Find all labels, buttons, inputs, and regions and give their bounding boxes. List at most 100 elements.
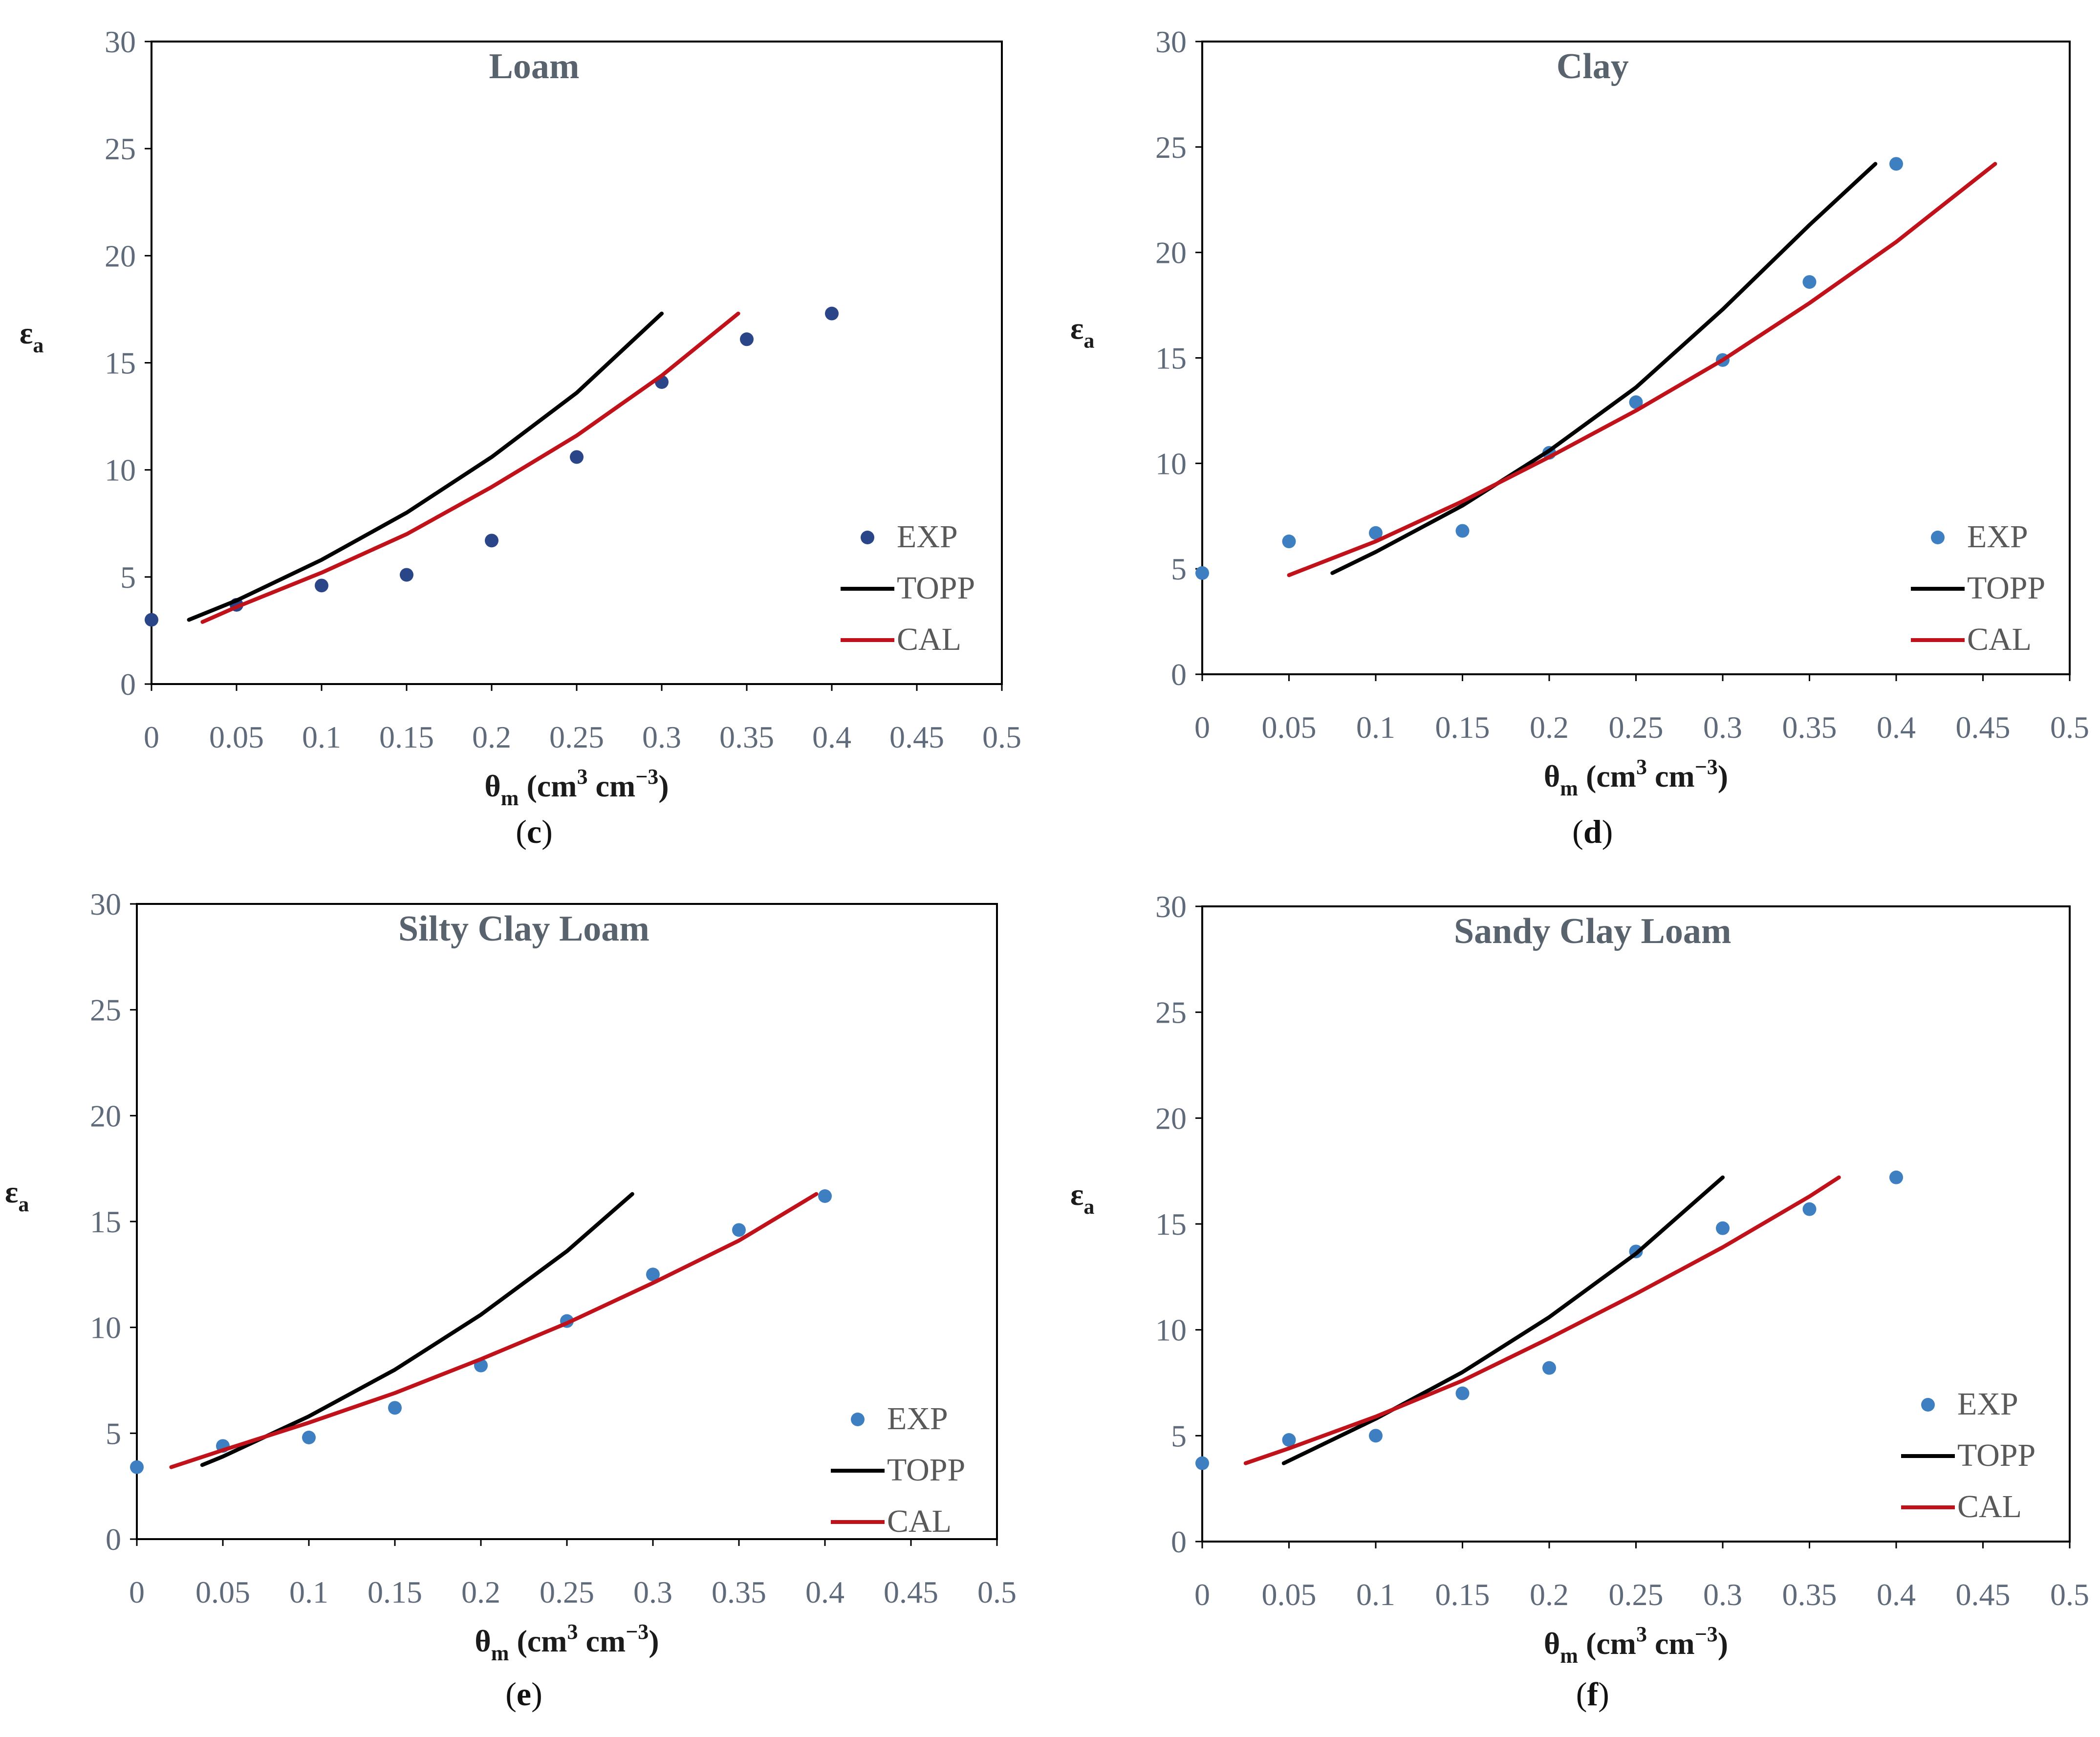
panel-f-xtick-label: 0.1	[1356, 1577, 1395, 1612]
panel-f-xtick-label: 0.35	[1782, 1577, 1837, 1612]
panel-c-xlabel-sub: m	[501, 786, 519, 810]
panel-c-xtick-label: 0.15	[379, 720, 434, 754]
panel-f-series-exp-point	[1542, 1361, 1556, 1375]
panel-f-legend-label-topp: TOPP	[1957, 1437, 2035, 1473]
panel-c-series-exp-point	[315, 579, 328, 593]
panel-d-ytick-label: 10	[1155, 446, 1187, 481]
panel-e-xtick-label: 0	[129, 1575, 145, 1609]
panel-e-xlabel-mid: cm	[578, 1624, 626, 1658]
panel-c-ytick-label: 25	[105, 131, 136, 166]
panel-e-xlabel-sub: m	[491, 1641, 509, 1665]
panel-e: 0 5 10 15 20 25 30 0 0.05 0.1 0.15 0.2 0.25 0.3 0.35 0.…	[5, 887, 1017, 1713]
panel-c-xtick-label: 0.2	[472, 720, 511, 754]
panel-c-xtick-label: 0.3	[642, 720, 681, 754]
panel-f-ytick-label: 0	[1171, 1524, 1187, 1559]
panel-d-xtick-label: 0.2	[1530, 710, 1569, 745]
panel-f-ytick-label: 5	[1171, 1418, 1187, 1453]
panel-d-xlabel-units: (cm	[1578, 759, 1636, 793]
panel-c-xtick-label: 0.35	[719, 720, 774, 754]
panel-f-series-cal-line	[1243, 1175, 1841, 1465]
panel-c-xlabel-sup1: 3	[577, 765, 587, 789]
panel-c-xlabel-close: )	[658, 769, 669, 803]
panel-f-caption-close: )	[1598, 1675, 1609, 1713]
panel-d-series-exp-point	[1195, 566, 1209, 580]
panel-c-xtick-label: 0.5	[982, 720, 1021, 754]
panel-e-ylabel: εa	[5, 1175, 29, 1216]
panel-f-ytick-label: 25	[1155, 995, 1187, 1030]
panel-f-series-topp-line	[1281, 1175, 1725, 1465]
panel-d-series-exp-point	[1282, 535, 1296, 549]
panel-e-xtick-label: 0.3	[633, 1575, 672, 1609]
panel-e-caption-open: (	[505, 1675, 517, 1713]
panel-c-series-cal-line	[200, 311, 740, 624]
panel-e-ytick-label: 20	[90, 1098, 121, 1133]
panel-f-plot-frame	[1201, 905, 2071, 1543]
panel-e-series-exp-point	[302, 1431, 316, 1444]
panel-f: 0 5 10 15 20 25 30 0 0.05 0.1 0.15 0.2 0.25 0.3 0.35 0.…	[1070, 889, 2089, 1713]
panel-f-ytick-label: 10	[1155, 1313, 1187, 1348]
panel-e-ytick-label: 10	[90, 1310, 121, 1345]
panel-f-xtick-label: 0.4	[1877, 1577, 1916, 1612]
panel-d-ytick-label: 30	[1155, 24, 1187, 59]
panel-c-series-topp-line	[187, 311, 664, 622]
panel-f-ytick-label: 20	[1155, 1101, 1187, 1136]
panel-e-series-topp-line	[200, 1192, 634, 1467]
panel-c-caption-open: (	[516, 813, 527, 850]
panel-e-caption-close: )	[531, 1675, 542, 1713]
panel-d-xtick-label: 0.1	[1356, 710, 1395, 745]
panel-d-xtick-label: 0.5	[2050, 710, 2089, 745]
panel-c-xlabel-mid: cm	[587, 769, 635, 803]
panel-d-ylabel-main: ε	[1070, 311, 1083, 346]
panel-d-xtick-label: 0.3	[1703, 710, 1742, 745]
panel-d-legend-label-topp: TOPP	[1967, 570, 2045, 606]
panel-d-series-exp-point	[1455, 524, 1470, 538]
panel-f-series-exp-point	[1455, 1386, 1470, 1400]
panel-f-title: Sandy Clay Loam	[1454, 911, 1731, 951]
panel-e-title: Silty Clay Loam	[398, 909, 649, 949]
panel-c-ytick-label: 10	[105, 453, 136, 488]
panel-d-caption-letter: d	[1583, 813, 1602, 850]
panel-c-xlabel-units: (cm	[519, 769, 577, 803]
panel-f-series-exp-point	[1369, 1429, 1383, 1443]
panel-d-xlabel-sup1: 3	[1636, 755, 1647, 779]
panel-f-caption-letter: f	[1587, 1675, 1599, 1713]
panel-c-xtick-label: 0.45	[889, 720, 944, 754]
panel-f-ytick-label: 30	[1155, 889, 1187, 924]
panel-c-xtick-label: 0.25	[549, 720, 604, 754]
panel-e-xtick-label: 0.05	[195, 1575, 250, 1609]
panel-e-ylabel-sub: a	[18, 1192, 29, 1216]
panel-c-legend-label-topp: TOPP	[897, 570, 975, 606]
panel-e-xlabel: θm (cm3 cm−3)	[475, 1620, 659, 1665]
panel-e-series-exp-point	[388, 1401, 402, 1415]
panel-d-legend-marker-exp	[1931, 531, 1945, 544]
panel-c-xtick-label: 0.4	[812, 720, 851, 754]
panel-c-xtick-label: 0.05	[209, 720, 264, 754]
panel-e-xlabel-sup1: 3	[567, 1620, 578, 1644]
panel-c-ylabel-main: ε	[20, 316, 33, 350]
panel-f-ylabel-main: ε	[1070, 1177, 1083, 1212]
panel-e-ytick-label: 15	[90, 1204, 121, 1239]
panel-e-series-exp-point	[646, 1267, 660, 1282]
panel-e-legend-label-exp: EXP	[887, 1401, 948, 1437]
panel-e-caption: (e)	[505, 1675, 542, 1713]
panel-c-xlabel-sup2: −3	[635, 765, 658, 789]
panel-c-caption: (c)	[516, 813, 553, 850]
panel-c-series-exp-point	[570, 450, 584, 464]
panel-e-ylabel-main: ε	[5, 1175, 18, 1209]
panel-d-ytick-label: 20	[1155, 236, 1187, 270]
panel-d-legend-label-cal: CAL	[1967, 622, 2032, 657]
panel-f-series-exp-point	[1195, 1456, 1209, 1470]
panel-e-xlabel-sup2: −3	[626, 1620, 649, 1644]
panel-d-legend: EXP TOPP CAL	[1911, 519, 2045, 657]
panel-f-xtick-label: 0.05	[1262, 1577, 1317, 1612]
panel-d-series-exp-point	[1889, 157, 1903, 171]
panel-c-legend-marker-exp	[861, 531, 874, 544]
panel-f-caption-open: (	[1576, 1675, 1587, 1713]
panel-f-ylabel-sub: a	[1083, 1195, 1094, 1219]
panel-e-ytick-label: 5	[106, 1416, 121, 1451]
panel-e-caption-letter: e	[517, 1675, 531, 1713]
panel-e-plot-frame	[136, 903, 998, 1540]
panel-c-ytick-label: 30	[105, 24, 136, 59]
panel-d-series-exp-point	[1802, 275, 1817, 289]
panel-c-legend-label-cal: CAL	[897, 622, 961, 657]
